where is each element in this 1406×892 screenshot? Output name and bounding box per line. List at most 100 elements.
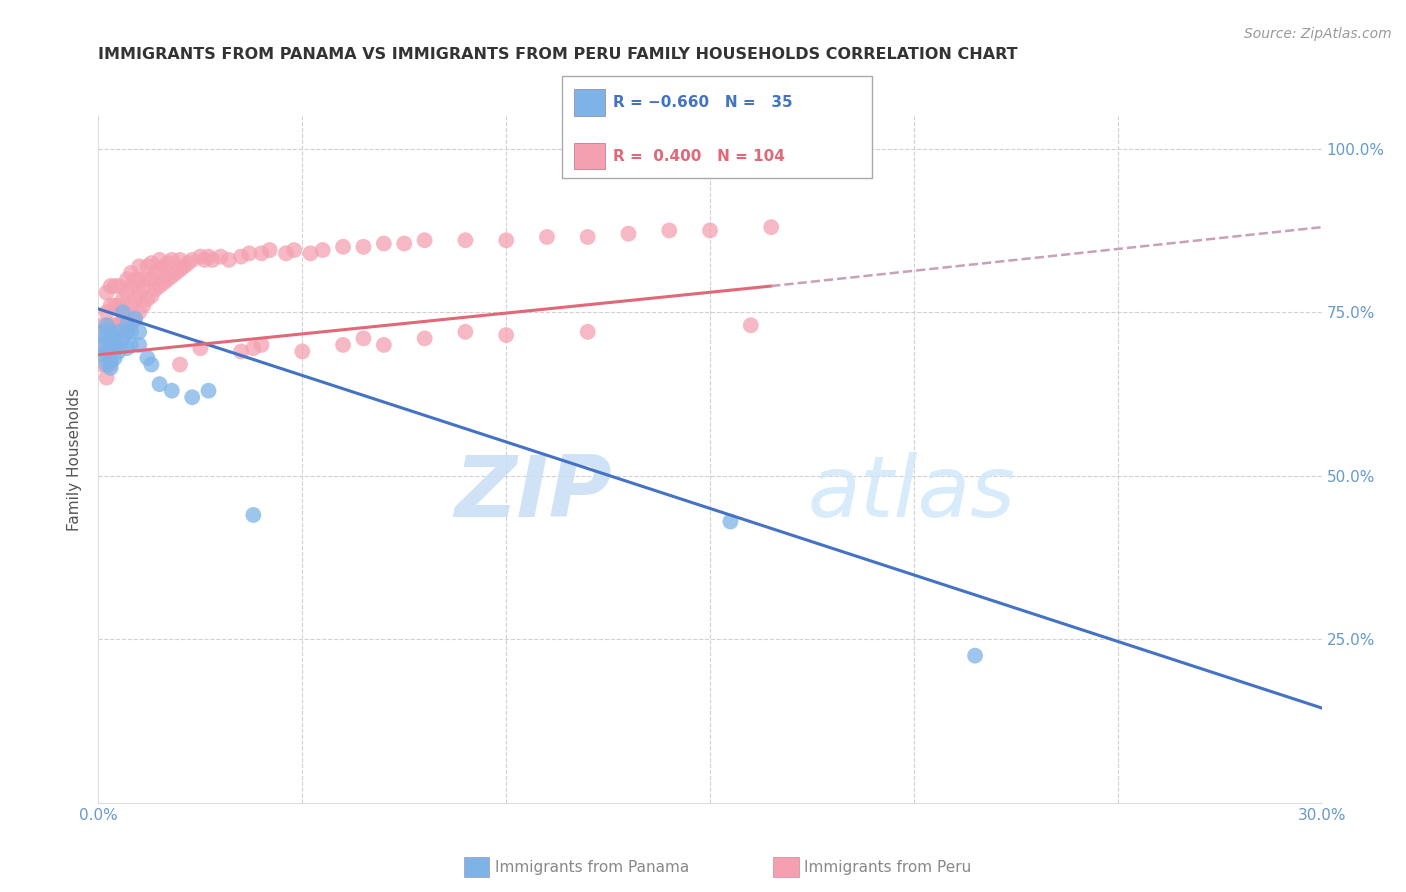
Point (291, 344, 314, 359)
Point (120, 338, 142, 352)
Point (965, 648, 987, 663)
Point (312, 243, 335, 257)
Point (108, 318, 131, 333)
Point (128, 260, 150, 274)
Point (108, 325, 131, 339)
Point (108, 338, 131, 352)
Point (111, 331, 134, 345)
Point (332, 240, 354, 254)
Point (96, 331, 118, 345)
Point (141, 256, 163, 270)
Point (188, 341, 212, 355)
Point (165, 266, 187, 280)
Point (169, 358, 191, 372)
Point (169, 252, 191, 267)
Point (115, 305, 138, 319)
Point (100, 299, 122, 313)
Point (193, 252, 215, 267)
Point (149, 262, 172, 277)
Point (231, 250, 253, 264)
Text: IMMIGRANTS FROM PANAMA VS IMMIGRANTS FROM PERU FAMILY HOUSEHOLDS CORRELATION CHA: IMMIGRANTS FROM PANAMA VS IMMIGRANTS FRO… (98, 47, 1018, 62)
Point (100, 338, 122, 352)
Point (120, 299, 142, 313)
Point (96, 305, 118, 319)
Point (454, 233, 477, 247)
Point (658, 223, 681, 237)
Point (413, 233, 436, 247)
Point (115, 272, 138, 286)
Point (332, 338, 354, 352)
Point (120, 279, 142, 293)
Point (160, 252, 183, 267)
Text: atlas: atlas (808, 452, 1017, 535)
Point (91, 325, 114, 339)
Point (169, 262, 191, 277)
Point (231, 344, 253, 359)
Point (699, 223, 721, 237)
Point (259, 243, 281, 257)
Point (91, 338, 114, 352)
Point (100, 354, 122, 368)
Point (156, 272, 179, 286)
Point (136, 260, 159, 274)
Point (152, 260, 174, 274)
Point (181, 390, 204, 404)
Point (124, 292, 146, 306)
Point (104, 338, 127, 352)
Point (454, 325, 477, 339)
Point (100, 360, 122, 375)
Point (242, 341, 264, 355)
Point (91, 348, 114, 362)
Point (495, 233, 517, 247)
Point (120, 325, 142, 339)
Point (274, 246, 297, 260)
Text: Immigrants from Panama: Immigrants from Panama (495, 860, 689, 874)
Point (96, 358, 118, 372)
Point (145, 282, 167, 296)
Point (111, 305, 134, 319)
Point (197, 384, 219, 398)
Point (115, 325, 138, 339)
Point (152, 276, 174, 290)
Point (136, 292, 159, 306)
Point (413, 331, 436, 345)
Point (100, 279, 122, 293)
Point (108, 344, 131, 359)
Point (100, 338, 122, 352)
Point (96, 325, 118, 339)
Point (124, 272, 146, 286)
Point (104, 331, 127, 345)
Point (128, 272, 150, 286)
Point (104, 299, 127, 313)
Point (576, 325, 599, 339)
Text: R =  0.400   N = 104: R = 0.400 N = 104 (613, 149, 785, 163)
Point (100, 318, 122, 333)
Point (115, 341, 138, 355)
Point (104, 338, 127, 352)
Point (218, 252, 240, 267)
Point (740, 318, 762, 333)
Point (209, 250, 232, 264)
Point (120, 266, 142, 280)
Point (96, 344, 118, 359)
Point (115, 285, 138, 300)
Point (149, 377, 172, 392)
Point (352, 331, 374, 345)
Point (124, 311, 146, 326)
Point (91, 358, 114, 372)
Point (373, 338, 395, 352)
Text: R = −0.660   N =   35: R = −0.660 N = 35 (613, 95, 793, 110)
Point (761, 220, 783, 235)
Point (128, 325, 150, 339)
Point (160, 384, 183, 398)
Point (96, 285, 118, 300)
Point (100, 325, 122, 339)
Point (283, 243, 305, 257)
Point (617, 227, 640, 241)
Point (177, 256, 200, 270)
Point (104, 279, 127, 293)
Point (173, 260, 195, 274)
Point (108, 279, 131, 293)
Point (132, 279, 155, 293)
Text: Immigrants from Peru: Immigrants from Peru (804, 860, 972, 874)
